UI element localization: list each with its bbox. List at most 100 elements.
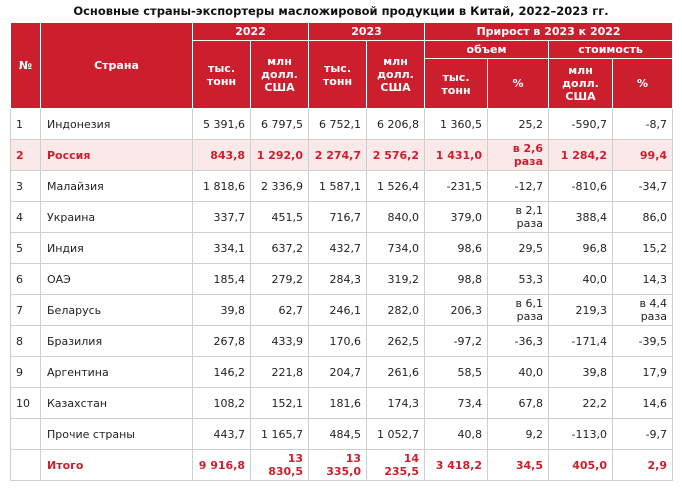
cell-value: 39,8 — [548, 356, 613, 388]
cell-value: -36,3 — [487, 325, 549, 357]
cell-value: 1 587,1 — [308, 170, 367, 202]
row-num: 4 — [10, 201, 41, 233]
cell-value: -12,7 — [487, 170, 549, 202]
cell-value: 282,0 — [366, 294, 425, 326]
cell-value: 14,3 — [611, 263, 674, 295]
cell-value: 181,6 — [308, 387, 367, 419]
table-row: 9 Аргентина 146,2 221,8 204,7 261,6 58,5 40,0 39… — [10, 356, 674, 388]
cell-value: 204,7 — [308, 356, 367, 388]
cell-value: 9,2 — [487, 418, 549, 450]
country: Россия — [40, 139, 193, 171]
cell-value: 206,3 — [424, 294, 488, 326]
country: Аргентина — [40, 356, 193, 388]
cell-value: 40,8 — [424, 418, 488, 450]
cell-value: 734,0 — [366, 232, 425, 264]
table-row: 5 Индия 334,1 637,2 432,7 734,0 98,6 29,5 96,8 15… — [10, 232, 674, 264]
cell-value: 14,6 — [611, 387, 674, 419]
cell-value: 170,6 — [308, 325, 367, 357]
cell-value: в 4,4 раза — [611, 294, 674, 326]
cell-value: 1 284,2 — [548, 139, 613, 171]
cell-value: 99,4 — [611, 139, 674, 171]
cell-value: 279,2 — [250, 263, 309, 295]
cell-value: -34,7 — [611, 170, 674, 202]
cell-value: в 2,6 раза — [487, 139, 549, 171]
cell-value: 433,9 — [250, 325, 309, 357]
cell-value: 2 274,7 — [308, 139, 367, 171]
row-num — [10, 449, 41, 481]
cell-value: 2 576,2 — [366, 139, 425, 171]
cell-value: 9 916,8 — [192, 449, 251, 481]
cell-value: 284,3 — [308, 263, 367, 295]
row-num: 8 — [10, 325, 41, 357]
header-unit: % — [611, 58, 674, 109]
cell-value: 34,5 — [487, 449, 549, 481]
table-row: 8 Бразилия 267,8 433,9 170,6 262,5 -97,2 -36,3-… — [10, 325, 674, 357]
table-row: 6 ОАЭ 185,4 279,2 284,3 319,2 98,8 53,3 40,0 14,3 — [10, 263, 674, 295]
header-year: 2022 — [192, 22, 309, 41]
country: Итого — [40, 449, 193, 481]
cell-value: 1 165,7 — [250, 418, 309, 450]
table-row: 2 Россия 843,8 1 292,0 2 274,7 2 576,2 1 431,0… — [10, 139, 674, 171]
cell-value: 1 431,0 — [424, 139, 488, 171]
table-row: Прочие страны 443,7 1 165,7 484,5 1 052,7 40,… — [10, 418, 674, 450]
cell-value: 388,4 — [548, 201, 613, 233]
cell-value: 451,5 — [250, 201, 309, 233]
row-num: 2 — [10, 139, 41, 171]
cell-value: 62,7 — [250, 294, 309, 326]
cell-value: 261,6 — [366, 356, 425, 388]
table-row: 3 Малайзия 1 818,6 2 336,9 1 587,1 1 526,4 -23… — [10, 170, 674, 202]
table-row: Итого 9 916,8 13 830,5 13 335,0 14 235,5 3 41… — [10, 449, 674, 481]
cell-value: 3 418,2 — [424, 449, 488, 481]
header-num: № — [10, 22, 41, 109]
cell-value: 6 797,5 — [250, 108, 309, 140]
cell-value: 39,8 — [192, 294, 251, 326]
cell-value: 17,9 — [611, 356, 674, 388]
cell-value: 267,8 — [192, 325, 251, 357]
cell-value: 840,0 — [366, 201, 425, 233]
cell-value: 1 818,6 — [192, 170, 251, 202]
row-num: 5 — [10, 232, 41, 264]
cell-value: 152,1 — [250, 387, 309, 419]
header-unit: млн долл. США — [366, 40, 425, 109]
header-growth: Прирост в 2023 к 2022 — [423, 22, 674, 41]
cell-value: -810,6 — [548, 170, 613, 202]
country: Казахстан — [40, 387, 193, 419]
row-num: 1 — [10, 108, 41, 140]
country: Малайзия — [40, 170, 193, 202]
row-num: 9 — [10, 356, 41, 388]
country: ОАЭ — [40, 263, 193, 295]
header-volume: объем — [424, 40, 549, 59]
header-year: 2023 — [308, 22, 425, 41]
cell-value: в 6,1 раза — [487, 294, 549, 326]
cell-value: 1 360,5 — [424, 108, 488, 140]
cell-value: 73,4 — [424, 387, 488, 419]
cell-value: 379,0 — [424, 201, 488, 233]
country: Украина — [40, 201, 193, 233]
country: Индия — [40, 232, 193, 264]
cell-value: 2,9 — [611, 449, 674, 481]
header-unit: тыс. тонн — [424, 58, 488, 109]
cell-value: -590,7 — [548, 108, 613, 140]
cell-value: 6 752,1 — [308, 108, 367, 140]
cell-value: 15,2 — [611, 232, 674, 264]
header-cost: стоимость — [547, 40, 674, 59]
table: № Страна 2022 2023 Прирост в 2023 к 2022… — [10, 22, 674, 481]
cell-value: 443,7 — [192, 418, 251, 450]
header-unit: тыс. тонн — [308, 40, 367, 109]
cell-value: 334,1 — [192, 232, 251, 264]
table-row: 10 Казахстан 108,2 152,1 181,6 174,3 73,4 67,8 2… — [10, 387, 674, 419]
cell-value: 40,0 — [487, 356, 549, 388]
cell-value: 5 391,6 — [192, 108, 251, 140]
cell-value: 637,2 — [250, 232, 309, 264]
row-num — [10, 418, 41, 450]
cell-value: в 2,1 раза — [487, 201, 549, 233]
cell-value: 146,2 — [192, 356, 251, 388]
cell-value: 246,1 — [308, 294, 367, 326]
cell-value: 108,2 — [192, 387, 251, 419]
row-num: 10 — [10, 387, 41, 419]
cell-value: -97,2 — [424, 325, 488, 357]
cell-value: 1 292,0 — [250, 139, 309, 171]
cell-value: 221,8 — [250, 356, 309, 388]
header-country: Страна — [40, 22, 193, 109]
